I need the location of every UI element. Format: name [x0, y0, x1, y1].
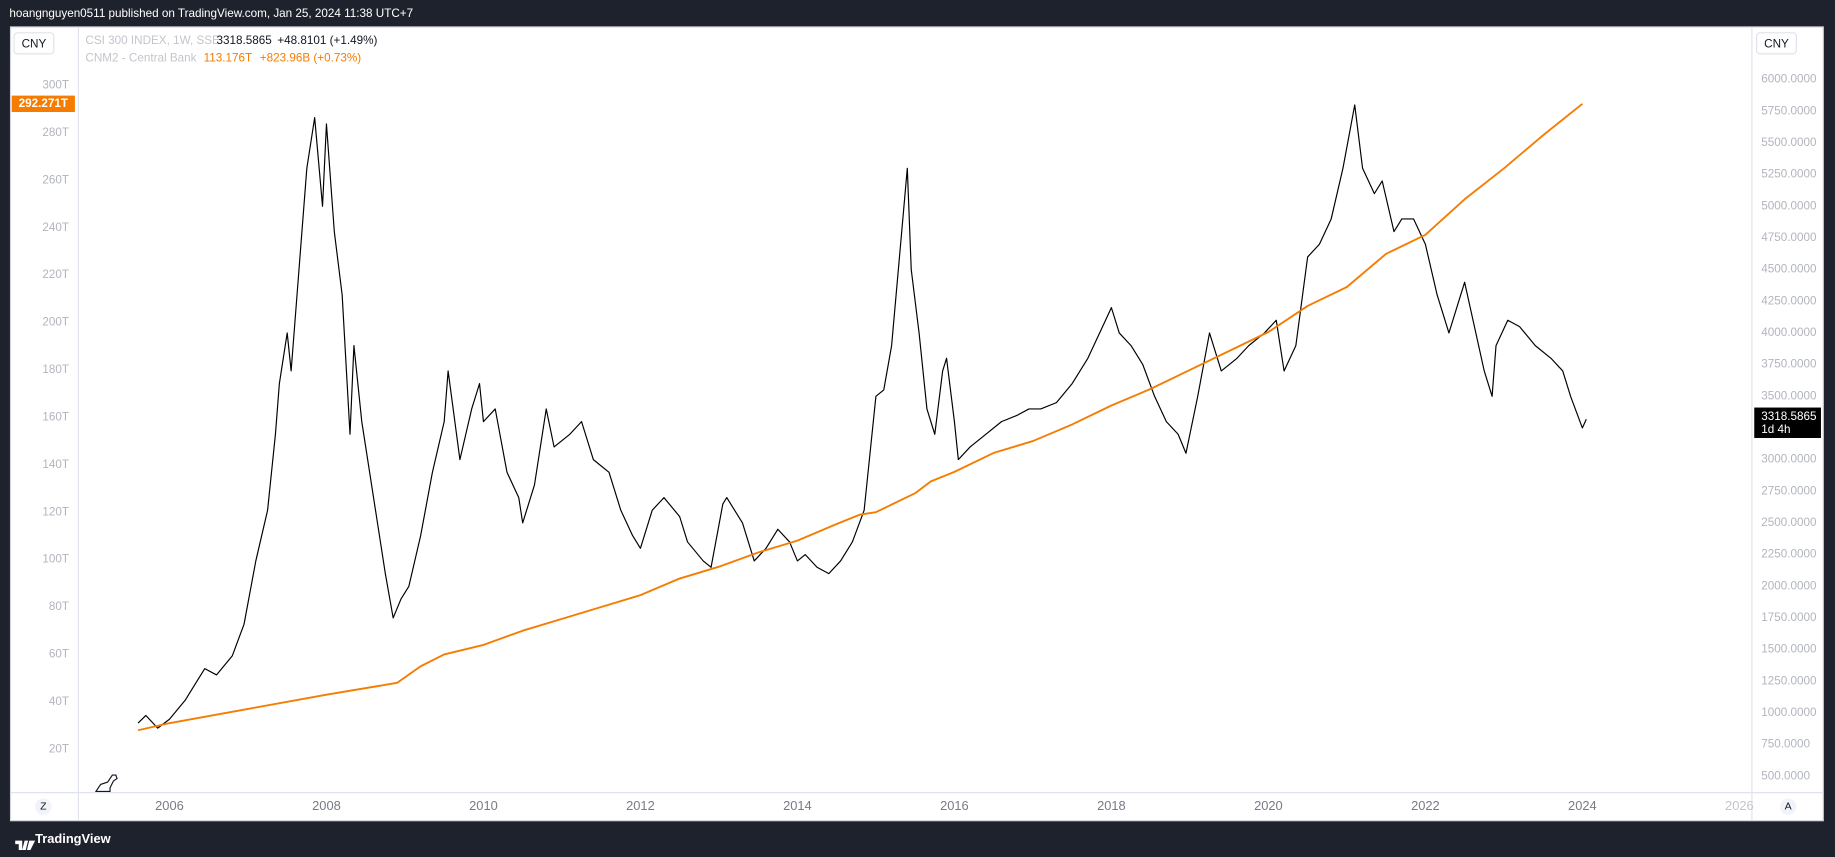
y2-tick-label: 2500.0000	[1761, 516, 1817, 529]
legend-name: CSI 300 INDEX, 1W, SSE	[85, 34, 220, 47]
legend-change: +48.8101 (+1.49%)	[277, 34, 377, 47]
series-line	[137, 103, 1583, 732]
y-tick-label: 300T	[42, 79, 69, 92]
legend-price: 3318.5865	[217, 34, 273, 47]
x-tick-label: 2016	[940, 798, 969, 813]
y2-tick-label: 5750.0000	[1761, 104, 1817, 117]
y2-tick-label: 1500.0000	[1761, 643, 1817, 656]
y2-tick-label: 4750.0000	[1761, 231, 1817, 244]
y2-tick-label: 5250.0000	[1761, 168, 1817, 181]
y2-tick-label: 2000.0000	[1761, 579, 1817, 592]
y-tick-label: 140T	[42, 458, 69, 471]
y2-tick-label: 1750.0000	[1761, 611, 1817, 624]
currency-right: CNY	[1764, 38, 1789, 51]
y2-tick-label: 2750.0000	[1761, 484, 1817, 497]
y-tick-label: 60T	[49, 647, 69, 660]
y-tick-label: 80T	[49, 600, 69, 613]
price-label: 3318.5865	[1761, 410, 1817, 423]
x-tick-label: 2024	[1568, 798, 1597, 813]
price-label-box	[11, 95, 75, 112]
x-tick-label: 2008	[312, 798, 341, 813]
brand-name: TradingView	[35, 831, 111, 846]
y2-tick-label: 1250.0000	[1761, 674, 1817, 687]
x-tick-label: 2010	[469, 798, 498, 813]
y2-tick-label: 750.0000	[1761, 738, 1810, 751]
scale-button[interactable]	[35, 798, 52, 815]
x-tick-label: 2012	[626, 798, 655, 813]
y-tick-label: 220T	[42, 268, 69, 281]
y2-tick-label: 6000.0000	[1761, 73, 1817, 86]
scale-button-label: A	[1785, 800, 1792, 812]
y-tick-label: 280T	[42, 126, 69, 139]
legend-price: 113.176T	[204, 52, 253, 65]
y-tick-label: 260T	[42, 173, 69, 186]
y2-tick-label: 500.0000	[1761, 769, 1810, 782]
price-label: 292.271T	[19, 97, 69, 110]
x-tick-label: 2014	[783, 798, 812, 813]
y2-tick-label: 4000.0000	[1761, 326, 1817, 339]
y2-tick-label: 2250.0000	[1761, 548, 1817, 561]
currency-button[interactable]	[13, 32, 55, 55]
x-tick-label: 2026	[1725, 798, 1754, 813]
x-tick-label: 2022	[1411, 798, 1440, 813]
currency-button[interactable]	[1756, 32, 1797, 55]
x-tick-label: 2006	[155, 798, 184, 813]
y2-tick-label: 1000.0000	[1761, 706, 1817, 719]
y2-tick-label: 5000.0000	[1761, 199, 1817, 212]
tv-mascot	[94, 774, 118, 793]
x-tick-label: 2018	[1097, 798, 1126, 813]
scale-button-label: Z	[40, 800, 47, 812]
legend-change: +823.96B (+0.73%)	[260, 52, 361, 65]
x-tick-label: 2020	[1254, 798, 1283, 813]
y2-tick-label: 3000.0000	[1761, 453, 1817, 466]
y-tick-label: 120T	[42, 505, 69, 518]
y-tick-label: 40T	[49, 695, 69, 708]
y-tick-label: 160T	[42, 410, 69, 423]
y2-tick-label: 3750.0000	[1761, 358, 1817, 371]
y2-tick-label: 3500.0000	[1761, 389, 1817, 402]
series-line	[137, 104, 1587, 729]
y-tick-label: 200T	[42, 316, 69, 329]
price-label-box	[1754, 407, 1821, 438]
currency-left: CNY	[22, 38, 47, 51]
y-tick-label: 180T	[42, 363, 69, 376]
y2-tick-label: 4500.0000	[1761, 263, 1817, 276]
y-tick-label: 100T	[42, 553, 69, 566]
y2-tick-label: 4250.0000	[1761, 294, 1817, 307]
publisher-line: hoangnguyen0511 published on TradingView…	[9, 7, 413, 20]
legend-name: CNM2 - Central Bank	[85, 52, 196, 65]
y-tick-label: 20T	[49, 742, 69, 755]
y2-tick-label: 5500.0000	[1761, 136, 1817, 149]
scale-button[interactable]	[1779, 798, 1797, 815]
countdown: 1d 4h	[1761, 423, 1790, 436]
chart-panel	[9, 26, 1824, 822]
brand-logo	[15, 840, 36, 850]
y-tick-label: 240T	[42, 221, 69, 234]
